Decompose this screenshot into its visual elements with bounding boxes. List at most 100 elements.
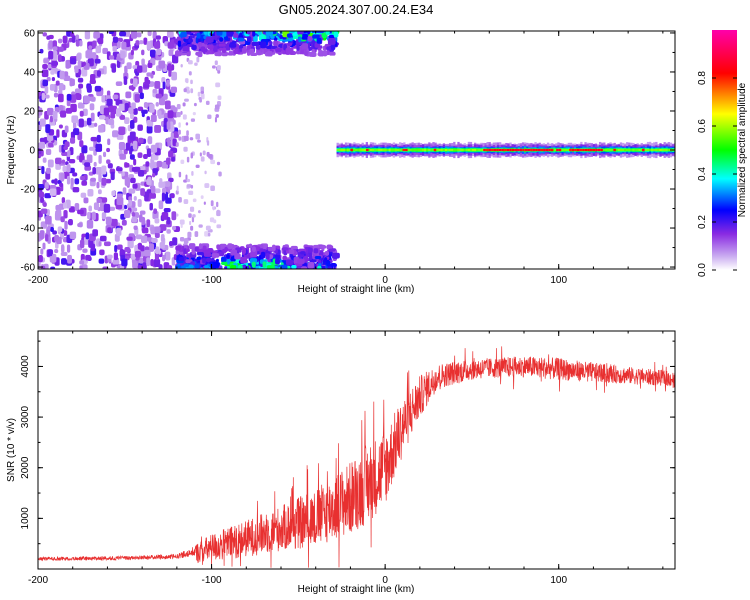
heat-cell: [86, 154, 93, 164]
heat-cell: [137, 242, 143, 250]
heat-cell: [295, 50, 301, 55]
heat-cell: [167, 172, 172, 180]
heat-cell: [77, 77, 84, 83]
heat-cell: [197, 252, 204, 256]
heat-cell: [103, 151, 107, 158]
heat-cell: [168, 177, 174, 183]
heat-cell: [199, 152, 202, 157]
heat-cell: [111, 64, 117, 73]
heat-cell: [90, 52, 97, 60]
heat-cell: [92, 166, 97, 175]
heat-cell: [540, 148, 543, 152]
heat-cell: [52, 46, 58, 51]
heat-cell: [553, 148, 556, 152]
heat-cell: [203, 252, 212, 257]
y-tick-label: -20: [21, 185, 36, 196]
y-tick-label: 2000: [20, 456, 31, 479]
heat-cell: [154, 124, 162, 133]
heat-cell: [213, 219, 217, 224]
heat-cell: [63, 71, 69, 77]
heat-cell: [116, 59, 121, 69]
heat-cell: [576, 148, 580, 152]
heat-cell: [206, 140, 210, 146]
x-tick-label: 0: [382, 275, 388, 286]
heat-cell: [175, 45, 179, 50]
heat-cell: [52, 110, 58, 120]
heat-cell: [535, 148, 538, 152]
heat-cell: [217, 95, 222, 101]
heat-cell: [600, 148, 603, 152]
heat-cell: [215, 82, 221, 88]
heat-cell: [146, 41, 152, 50]
heat-cell: [162, 254, 166, 262]
heat-cell: [38, 183, 45, 190]
heat-cell: [197, 42, 203, 47]
heat-cell: [128, 174, 134, 179]
heat-cell: [83, 95, 90, 104]
heat-cell: [172, 107, 178, 113]
heat-cell: [587, 148, 590, 152]
snr-y-ticks: 1000 2000 3000 4000: [20, 340, 675, 545]
heat-cell: [286, 33, 293, 38]
heat-cell: [46, 35, 51, 40]
heat-cell: [127, 239, 134, 249]
heat-cell: [191, 171, 194, 176]
heat-cell: [118, 126, 126, 135]
heat-cell: [203, 31, 208, 35]
heat-cell: [134, 250, 141, 258]
heat-cell: [163, 93, 168, 100]
heat-cell: [214, 104, 220, 110]
heat-cell: [165, 251, 171, 261]
heat-cell: [211, 253, 220, 258]
heat-cell: [120, 50, 126, 59]
spectrogram-y-axis-label: Frequency (Hz): [6, 116, 17, 185]
heat-cell: [146, 72, 152, 77]
heat-cell: [85, 254, 91, 261]
heat-cell: [77, 102, 83, 109]
heat-cell: [53, 92, 59, 98]
heat-cell: [124, 162, 130, 168]
heat-cell: [349, 149, 352, 151]
heat-cell: [161, 77, 166, 84]
heat-cell: [396, 149, 400, 151]
heat-cell: [106, 98, 113, 106]
heat-cell: [251, 246, 256, 253]
heat-cell: [569, 148, 572, 152]
heat-cell: [514, 148, 517, 152]
heat-cell: [59, 70, 65, 80]
snr-panel: -200 -100 0 100 1000 2000 3000 4000 Height of …: [6, 330, 676, 595]
heat-cell: [39, 118, 46, 127]
heat-cell: [270, 45, 278, 49]
heat-cell: [200, 46, 206, 50]
heat-cell: [162, 81, 166, 90]
heat-cell: [556, 148, 559, 152]
heat-cell: [44, 85, 49, 94]
heat-cell: [205, 36, 214, 43]
heat-cell: [190, 225, 194, 231]
heat-cell: [150, 259, 154, 267]
heat-cell: [197, 91, 201, 97]
heat-cell: [301, 266, 308, 269]
heat-cell: [94, 58, 101, 64]
heat-cell: [66, 175, 71, 185]
heat-cell: [48, 40, 54, 50]
heat-cell: [176, 104, 181, 110]
heat-cell: [474, 148, 477, 152]
heat-cell: [440, 148, 443, 152]
heat-cell: [108, 118, 115, 126]
heat-cell: [311, 40, 316, 44]
heat-cell: [102, 47, 109, 54]
heat-cell: [182, 46, 190, 52]
heat-cell: [66, 93, 72, 101]
heat-cell: [369, 149, 373, 151]
heat-cell: [78, 83, 84, 89]
heat-cell: [202, 150, 206, 156]
heat-cell: [122, 187, 127, 195]
heat-cell: [467, 148, 471, 152]
heat-cell: [103, 241, 111, 247]
heat-cell: [75, 34, 80, 40]
spectrogram-cells: [38, 31, 675, 269]
heat-cell: [175, 249, 179, 256]
heat-cell: [146, 257, 151, 267]
heat-cell: [183, 146, 188, 152]
